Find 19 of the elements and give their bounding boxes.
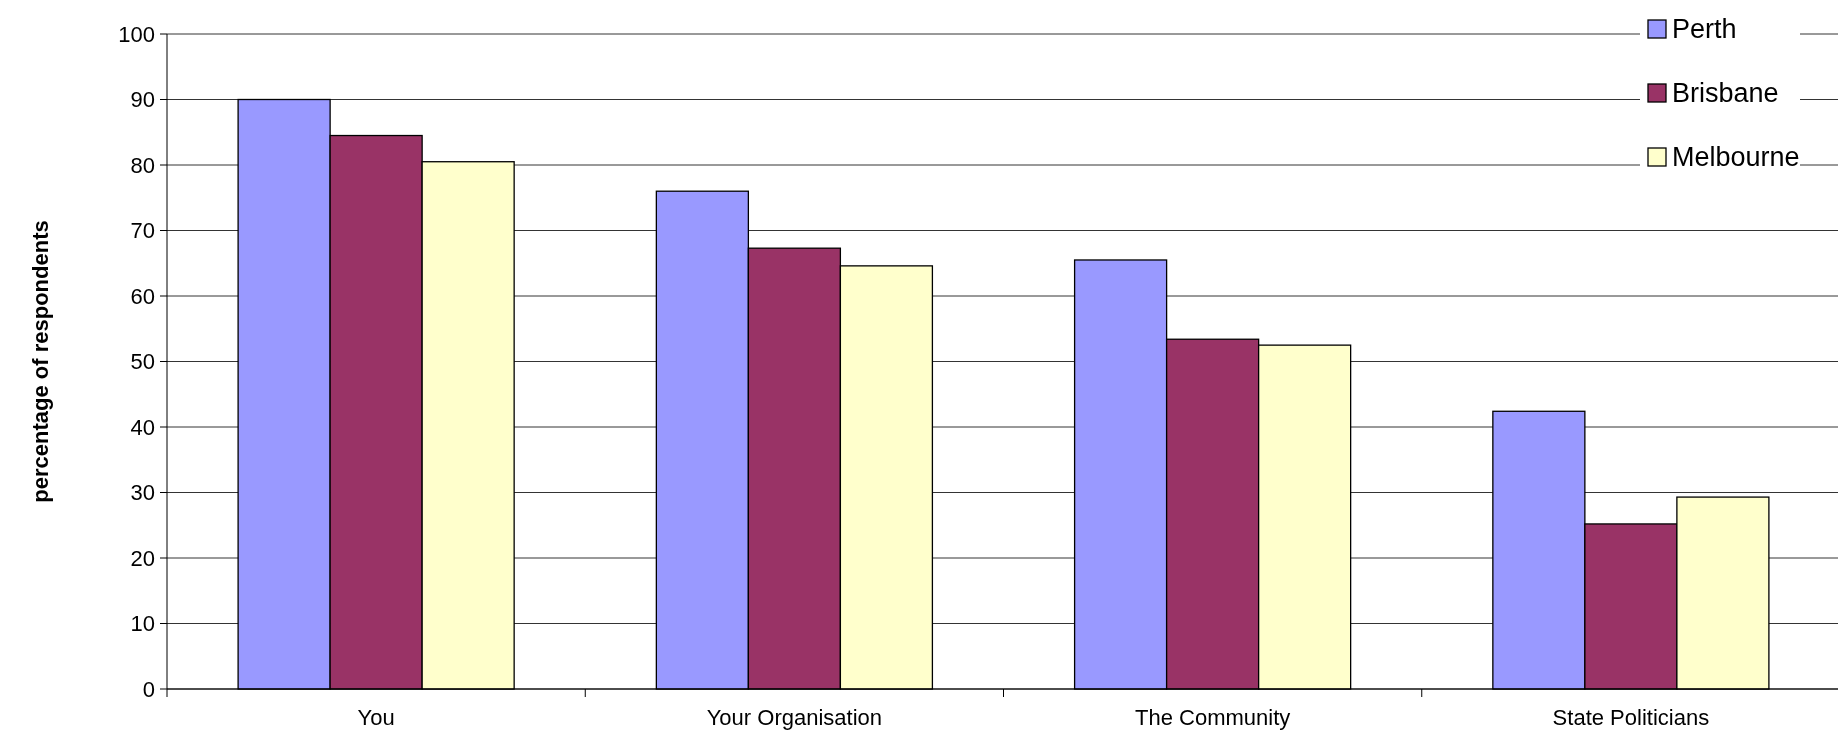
x-tick-label: The Community [1134,705,1291,730]
x-tick-label: State Politicians [1552,705,1710,730]
y-tick-label: 0 [142,676,155,702]
y-axis-title: percentage of respondents [28,220,53,503]
y-tick-label: 60 [130,283,155,309]
y-tick-label: 100 [118,21,155,47]
y-tick-label: 50 [130,349,155,375]
y-tick-label: 80 [130,152,155,178]
legend-label: Brisbane [1672,78,1779,109]
x-tick-label: Your Organisation [706,705,883,730]
legend-label: Perth [1672,14,1737,45]
y-tick-label: 90 [130,87,155,113]
y-tick-label: 20 [130,545,155,571]
y-tick-label: 30 [130,480,155,506]
x-tick-label: You [357,705,395,730]
y-tick-label: 40 [130,414,155,440]
y-tick-label: 10 [130,611,155,637]
legend-label: Melbourne [1672,142,1800,173]
y-tick-label: 70 [130,218,155,244]
